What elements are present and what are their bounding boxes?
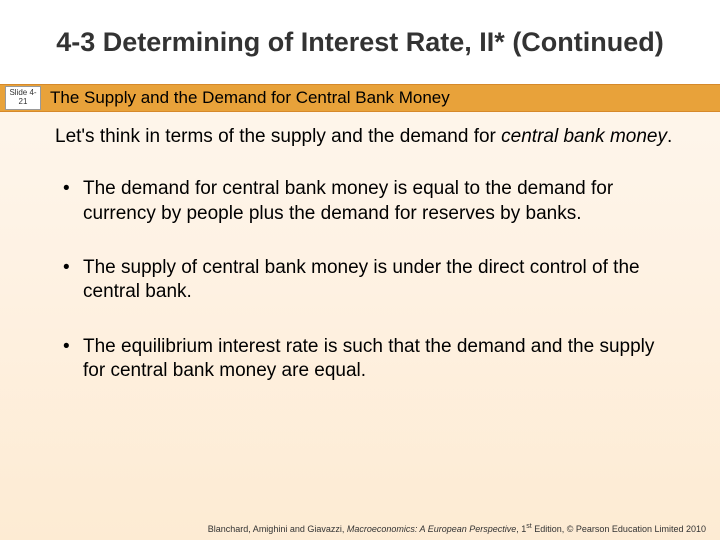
list-item: The supply of central bank money is unde… bbox=[55, 256, 675, 305]
slide-number-box: Slide 4-21 bbox=[5, 86, 41, 110]
intro-prefix: Let's think in terms of the supply and t… bbox=[55, 126, 501, 147]
bullet-text: The supply of central bank money is unde… bbox=[83, 257, 640, 302]
intro-emphasis: central bank money bbox=[501, 126, 667, 147]
bullet-text: The equilibrium interest rate is such th… bbox=[83, 336, 654, 381]
slide-subtitle: The Supply and the Demand for Central Ba… bbox=[50, 88, 450, 108]
footer-book-title: Macroeconomics: A European Perspective bbox=[347, 524, 516, 534]
slide-number-label: Slide 4-21 bbox=[6, 89, 40, 107]
subtitle-band: The Supply and the Demand for Central Ba… bbox=[0, 84, 720, 112]
intro-paragraph: Let's think in terms of the supply and t… bbox=[55, 125, 675, 149]
slide-title: 4-3 Determining of Interest Rate, II* (C… bbox=[56, 26, 664, 58]
bullet-list: The demand for central bank money is equ… bbox=[55, 177, 675, 383]
title-band: 4-3 Determining of Interest Rate, II* (C… bbox=[0, 0, 720, 84]
footer-rest: , 1 bbox=[516, 524, 526, 534]
list-item: The equilibrium interest rate is such th… bbox=[55, 335, 675, 384]
bullet-text: The demand for central bank money is equ… bbox=[83, 178, 613, 223]
footer-tail: Edition, © Pearson Education Limited 201… bbox=[532, 524, 706, 534]
footer-citation: Blanchard, Amighini and Giavazzi, Macroe… bbox=[208, 523, 706, 534]
intro-suffix: . bbox=[667, 126, 672, 147]
slide: 4-3 Determining of Interest Rate, II* (C… bbox=[0, 0, 720, 540]
slide-body: Let's think in terms of the supply and t… bbox=[55, 125, 675, 510]
footer-authors: Blanchard, Amighini and Giavazzi, bbox=[208, 524, 347, 534]
list-item: The demand for central bank money is equ… bbox=[55, 177, 675, 226]
